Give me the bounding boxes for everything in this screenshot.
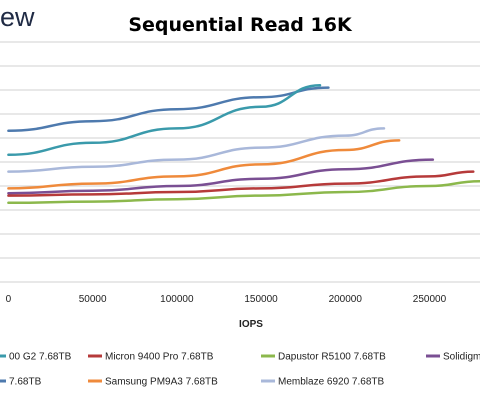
series-lines xyxy=(7,83,480,205)
series-line-4 xyxy=(7,139,401,190)
series-line-1 xyxy=(7,86,330,133)
x-tick-label: 250000 xyxy=(413,294,447,305)
series-line-7 xyxy=(7,179,480,205)
legend-label: Dapustor R5100 7.68TB xyxy=(278,352,386,363)
legend-label: 7.68TB xyxy=(9,377,42,388)
legend-label: Solidigm xyxy=(443,352,480,363)
x-tick-label: 50000 xyxy=(79,294,107,305)
legend: 00 G2 7.68TB Micron 9400 Pro 7.68TB Dapust… xyxy=(0,352,480,388)
chart-title: Sequential Read 16K xyxy=(128,14,352,36)
series-line-2 xyxy=(7,83,322,157)
x-axis-label: IOPS xyxy=(239,319,263,330)
series-line-5 xyxy=(7,158,435,195)
grid-lines xyxy=(0,41,480,283)
x-tick-label: 200000 xyxy=(329,294,363,305)
legend-label: 00 G2 7.68TB xyxy=(9,352,72,363)
x-tick-label: 100000 xyxy=(160,294,194,305)
brand-logo-text: ew xyxy=(0,2,35,32)
series-line-6 xyxy=(7,170,475,197)
legend-label: Samsung PM9A3 7.68TB xyxy=(105,377,218,388)
legend-label: Memblaze 6920 7.68TB xyxy=(278,377,385,388)
series-line-3 xyxy=(7,127,386,173)
x-tick-labels: 0 50000 100000 150000 200000 250000 xyxy=(6,294,447,305)
x-tick-label: 0 xyxy=(6,294,12,305)
x-tick-label: 150000 xyxy=(244,294,278,305)
legend-label: Micron 9400 Pro 7.68TB xyxy=(105,352,214,363)
